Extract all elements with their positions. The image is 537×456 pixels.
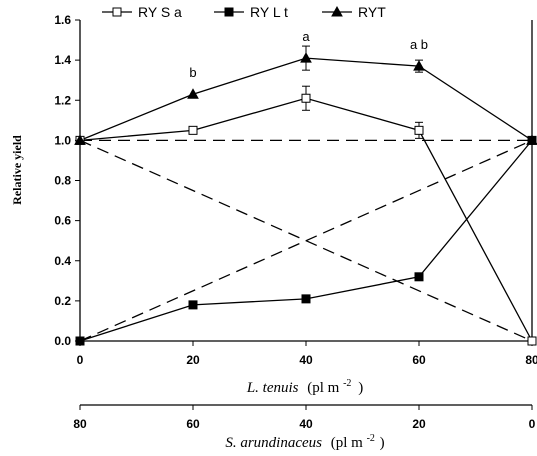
x2-axis-species: S. arundinaceus <box>225 435 322 451</box>
y-tick-label: 1.0 <box>54 133 71 147</box>
x-axis-unit: (pl m <box>307 380 339 396</box>
data-point <box>188 125 198 135</box>
y-tick-label: 0.8 <box>54 174 71 188</box>
y-tick-label: 0.6 <box>54 214 71 228</box>
x2-tick-label: 80 <box>73 417 87 431</box>
axes <box>75 19 533 410</box>
x2-tick-label: 20 <box>412 417 426 431</box>
x2-tick-label: 0 <box>529 417 536 431</box>
x2-axis-label: S. arundinaceus (pl m -2 ) <box>225 429 384 451</box>
x2-axis-unit: (pl m <box>331 435 363 451</box>
data-point <box>74 134 86 145</box>
legend-label: RYT <box>358 4 386 20</box>
x-axis-unit-close: ) <box>358 380 363 396</box>
data-point <box>526 134 537 145</box>
y-tick-label: 0.2 <box>54 294 71 308</box>
y-axis-label: Relative yield <box>10 135 24 205</box>
legend-label: RY S a <box>138 4 182 20</box>
series-markers <box>74 52 537 346</box>
reference-line <box>79 139 533 342</box>
y-tick-label: 0.4 <box>54 254 71 268</box>
data-point <box>301 93 311 103</box>
x2-tick-labels: 80 60 40 20 0 <box>73 417 535 431</box>
x2-axis-unit-exponent: -2 <box>367 433 375 444</box>
data-point <box>187 88 199 99</box>
y-tick-label: 1.4 <box>54 53 71 67</box>
legend: RY S a RY L t RYT <box>102 4 386 20</box>
y-tick-label: 1.2 <box>54 93 71 107</box>
x-tick-label: 40 <box>299 353 313 367</box>
significance-letter: b <box>189 65 196 80</box>
y-tick-label: 1.6 <box>54 13 71 27</box>
significance-letter: a <box>302 29 310 44</box>
data-point <box>188 300 198 310</box>
significance-letter: a b <box>410 37 428 52</box>
x-axis-species: L. tenuis <box>246 380 299 396</box>
data-point <box>301 294 311 304</box>
x-tick-label: 0 <box>77 353 84 367</box>
x-tick-labels: 0 20 40 60 80 <box>77 353 537 367</box>
significance-annotations: b a a b <box>189 29 428 80</box>
error-bars <box>302 45 423 139</box>
y-tick-labels: 0.0 0.2 0.4 0.6 0.8 1.0 1.2 1.4 1.6 <box>54 13 71 348</box>
x2-tick-label: 60 <box>186 417 200 431</box>
data-point <box>224 7 234 17</box>
data-point <box>414 125 424 135</box>
series-line <box>79 97 533 342</box>
legend-label: RY L t <box>250 4 288 20</box>
reference-lines <box>79 139 533 342</box>
data-point <box>527 336 537 346</box>
x-axis-unit-exponent: -2 <box>343 378 351 389</box>
x2-axis-unit-close: ) <box>380 435 385 451</box>
x-tick-label: 80 <box>525 353 537 367</box>
x2-tick-label: 40 <box>299 417 313 431</box>
data-point <box>112 7 122 17</box>
data-point <box>414 272 424 282</box>
data-point <box>300 52 312 63</box>
data-point <box>331 5 343 17</box>
data-point <box>75 336 85 346</box>
x-tick-label: 20 <box>186 353 200 367</box>
data-point <box>413 60 425 71</box>
y-tick-label: 0.0 <box>54 334 71 348</box>
x-tick-label: 60 <box>412 353 426 367</box>
x-axis-label: L. tenuis (pl m -2 ) <box>246 374 363 396</box>
